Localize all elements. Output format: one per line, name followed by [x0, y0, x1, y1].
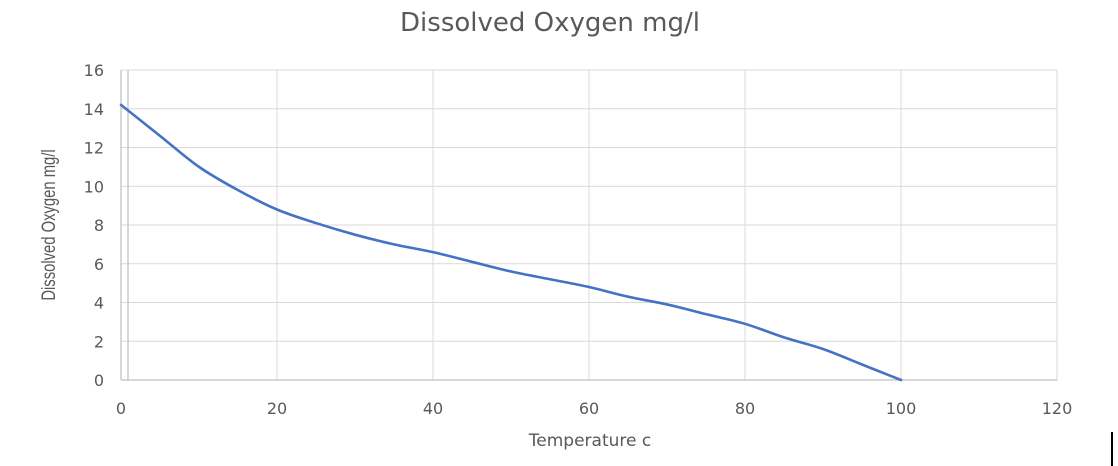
y-tick-label: 0 — [94, 371, 104, 390]
tick-labels: 0 2 4 6 8 10 12 14 16 0 20 40 60 80 100 120 — [84, 61, 1073, 418]
y-tick-label: 2 — [94, 332, 104, 351]
series-line — [119, 103, 903, 382]
grid-lines — [121, 69, 1058, 380]
y-tick-label: 6 — [94, 255, 104, 274]
y-tick-label: 10 — [84, 177, 104, 196]
y-tick-label: 8 — [94, 216, 104, 235]
x-axis-title: Temperature c — [528, 431, 651, 451]
x-tick-label: 0 — [116, 399, 126, 418]
x-tick-label: 20 — [267, 399, 287, 418]
x-tick-label: 40 — [423, 399, 443, 418]
series-layer — [119, 103, 903, 382]
x-tick-label: 60 — [579, 399, 599, 418]
y-tick-label: 4 — [94, 294, 104, 313]
y-tick-label: 14 — [84, 100, 104, 119]
x-tick-label: 80 — [735, 399, 755, 418]
x-tick-label: 100 — [886, 399, 917, 418]
x-tick-label: 120 — [1042, 399, 1073, 418]
chart-title: Dissolved Oxygen mg/l — [400, 8, 700, 38]
y-tick-label: 12 — [84, 139, 104, 158]
y-axis-title: Dissolved Oxygen mg/l — [38, 149, 59, 300]
y-tick-label: 16 — [84, 61, 104, 80]
